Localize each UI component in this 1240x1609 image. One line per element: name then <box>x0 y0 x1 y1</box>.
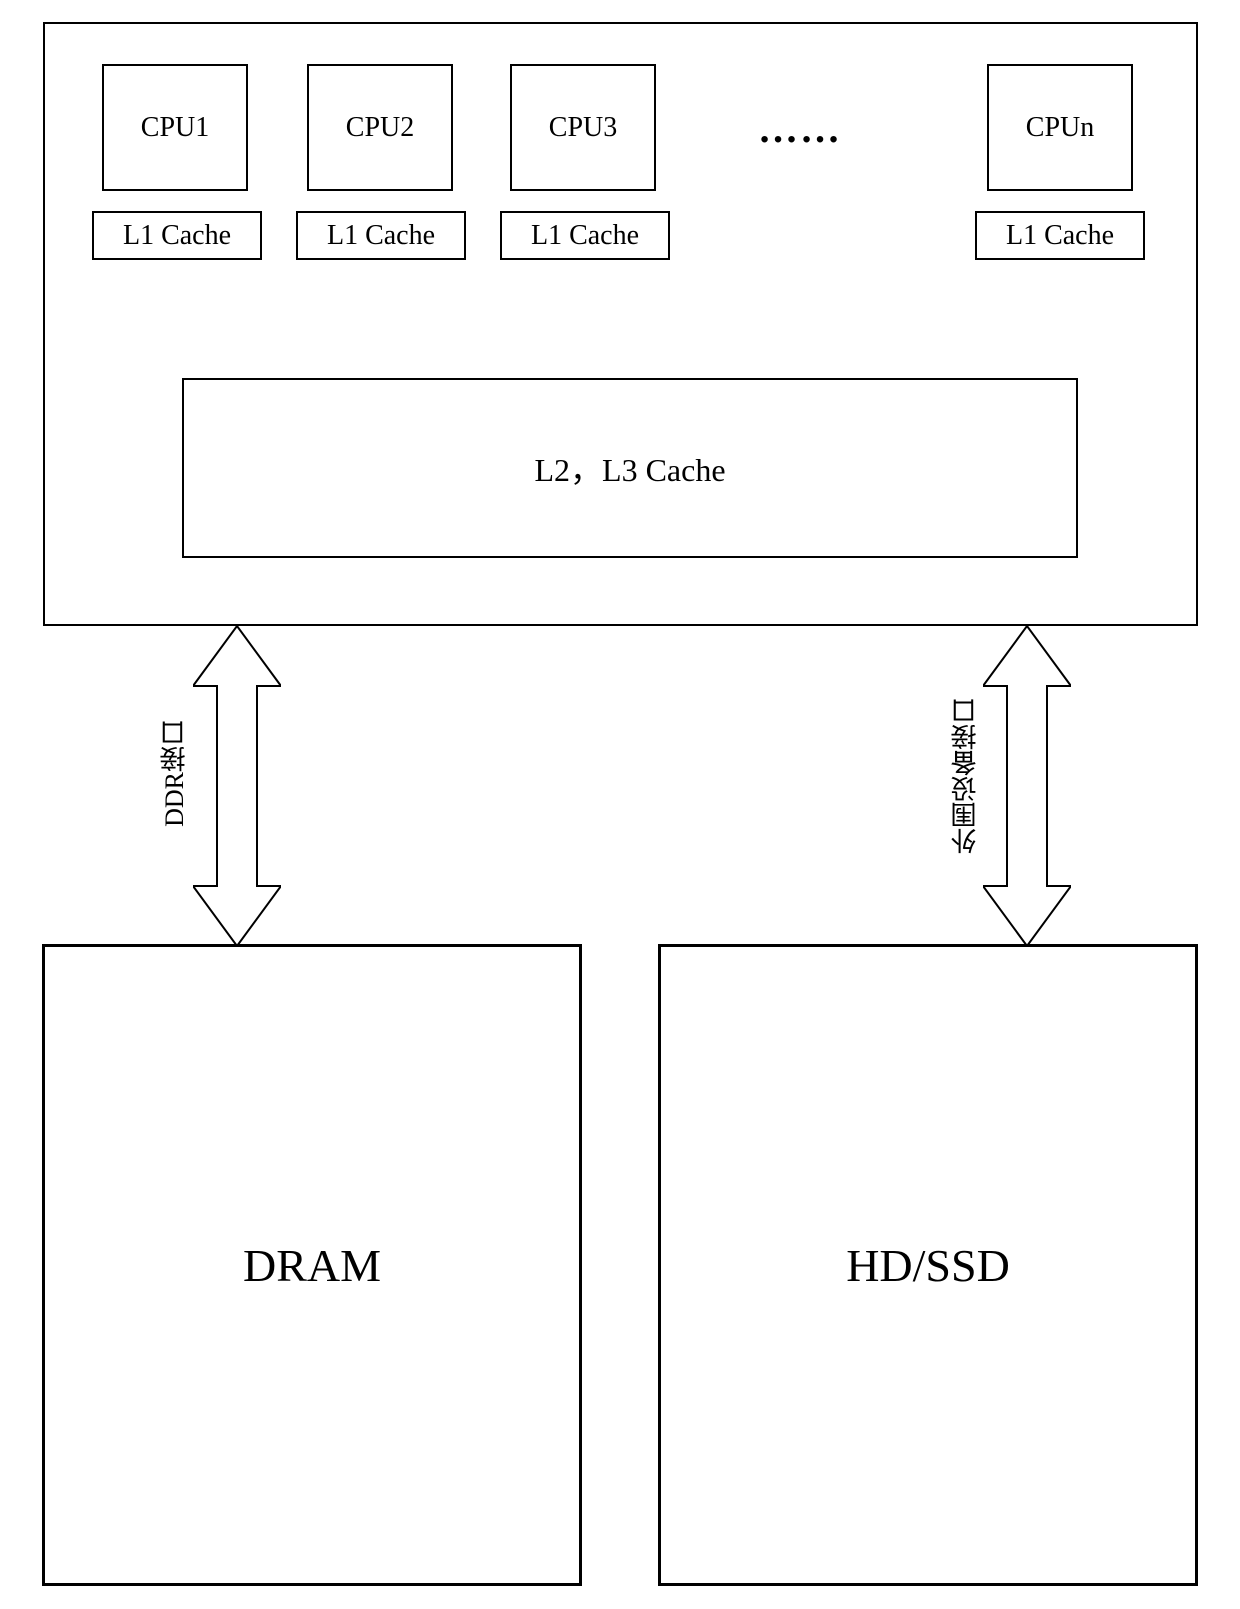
ellipsis: …… <box>758 105 842 152</box>
l1-cache-3: L1 Cache <box>500 211 670 260</box>
ddr-arrow <box>193 626 281 946</box>
cache-label: L1 Cache <box>1006 220 1114 252</box>
hdssd-box: HD/SSD <box>658 944 1198 1586</box>
l2-l3-cache: L2，L3 Cache <box>182 378 1078 558</box>
cpu-label: CPU2 <box>346 112 414 144</box>
l1-cache-1: L1 Cache <box>92 211 262 260</box>
cpu-label: CPU1 <box>141 112 209 144</box>
l1-cache-n: L1 Cache <box>975 211 1145 260</box>
hdssd-label: HD/SSD <box>846 1239 1010 1292</box>
dram-label: DRAM <box>243 1239 381 1292</box>
cpu-box-2: CPU2 <box>307 64 453 191</box>
peripheral-label: 外围设备接口 <box>947 698 984 854</box>
cpu-box-n: CPUn <box>987 64 1133 191</box>
ddr-label: DDR接口 <box>156 720 193 827</box>
cache-label: L1 Cache <box>327 220 435 252</box>
dram-box: DRAM <box>42 944 582 1586</box>
peripheral-arrow <box>983 626 1071 946</box>
cpu-box-1: CPU1 <box>102 64 248 191</box>
cache-label: L1 Cache <box>531 220 639 252</box>
cpu-label: CPU3 <box>549 112 617 144</box>
cpu-box-3: CPU3 <box>510 64 656 191</box>
double-arrow-icon <box>193 626 281 946</box>
l2l3-label: L2，L3 Cache <box>534 445 725 491</box>
l1-cache-2: L1 Cache <box>296 211 466 260</box>
cache-label: L1 Cache <box>123 220 231 252</box>
double-arrow-icon <box>983 626 1071 946</box>
cpu-label: CPUn <box>1026 112 1094 144</box>
